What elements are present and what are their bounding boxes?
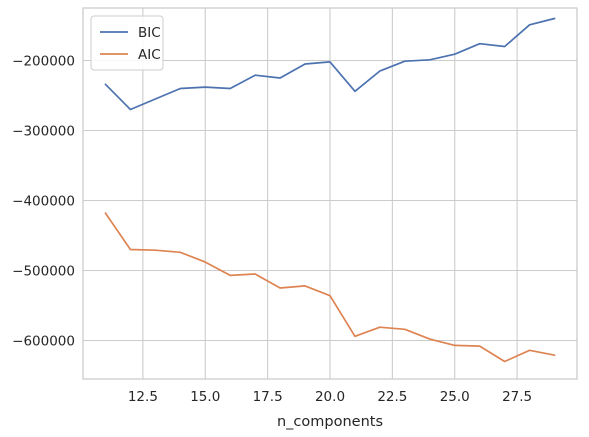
legend-label-bic: BIC	[138, 25, 161, 41]
plot-frame	[82, 7, 578, 380]
x-axis-label: n_components	[277, 414, 383, 430]
grid	[83, 8, 577, 379]
series-lines	[104, 17, 556, 363]
legend-box	[90, 15, 164, 71]
x-tick-labels: 12.5 15.0 17.5 20.0 22.5 25.0 27.5	[128, 389, 532, 405]
series-line-bic	[104, 17, 556, 111]
x-tick-label: 15.0	[190, 389, 220, 405]
y-tick-labels: −200000 −300000 −400000 −500000 −600000	[12, 54, 75, 350]
series-line-aic	[104, 212, 556, 363]
x-tick-label: 20.0	[315, 389, 345, 405]
x-tick-label: 12.5	[128, 389, 158, 405]
x-tick-label: 17.5	[253, 389, 283, 405]
x-tick-label: 27.5	[502, 389, 532, 405]
legend-label-aic: AIC	[138, 47, 161, 63]
legend: BIC AIC	[90, 15, 164, 71]
y-tick-label: −300000	[12, 124, 75, 140]
y-tick-label: −600000	[12, 334, 75, 350]
y-tick-label: −500000	[12, 264, 75, 280]
x-tick-label: 25.0	[440, 389, 470, 405]
x-tick-label: 22.5	[377, 389, 407, 405]
y-tick-label: −200000	[12, 54, 75, 70]
y-tick-label: −400000	[12, 194, 75, 210]
